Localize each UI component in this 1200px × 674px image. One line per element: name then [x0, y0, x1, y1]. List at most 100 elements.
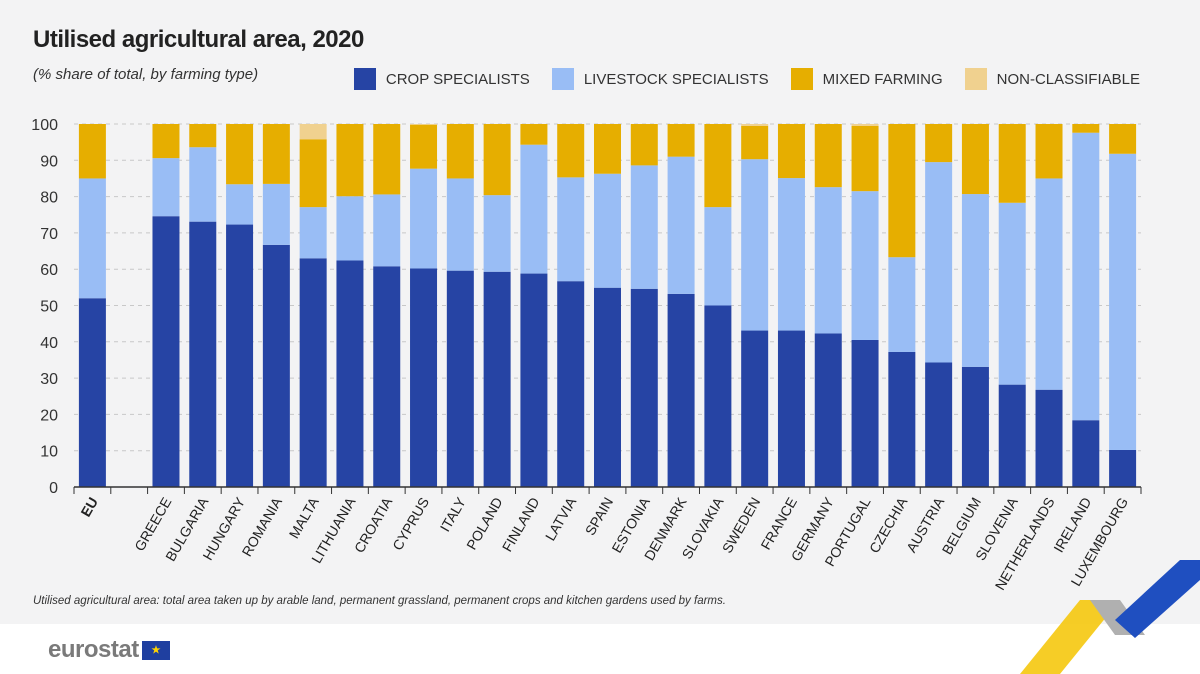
bar-segment	[1035, 389, 1063, 487]
bar-segment	[152, 158, 180, 217]
bar-segment	[777, 330, 805, 487]
bar-segment	[336, 196, 364, 261]
chart-subtitle: (% share of total, by farming type)	[33, 66, 259, 83]
bar-segment	[961, 366, 989, 487]
legend-item-livestock: LIVESTOCK SPECIALISTS	[551, 68, 769, 90]
bar-segment	[888, 257, 916, 352]
bar-segment	[78, 298, 106, 487]
bar-segment	[299, 258, 327, 487]
bar-segment	[814, 124, 842, 188]
bar-segment	[667, 293, 695, 487]
bar-segment	[189, 147, 217, 222]
bar-segment	[299, 207, 327, 259]
bar-segment	[226, 124, 254, 185]
bar-segment	[336, 260, 364, 487]
bar-segment	[557, 177, 585, 282]
bar-segment	[299, 124, 327, 140]
bar-segment	[1072, 420, 1100, 487]
bar-segment	[262, 244, 290, 487]
bar-segment	[594, 287, 621, 487]
x-tick-label: ITALY	[437, 494, 470, 534]
bar-segment	[410, 268, 438, 487]
bar-segment	[741, 330, 769, 487]
y-tick-label: 60	[40, 262, 58, 279]
x-tick-label: CYPRUS	[389, 495, 432, 554]
bar-segment	[226, 184, 254, 225]
y-tick-label: 80	[40, 190, 58, 207]
bar-segment	[961, 124, 989, 195]
y-tick-label: 0	[49, 480, 58, 497]
bar-segment	[630, 165, 658, 289]
bar-segment	[410, 124, 438, 125]
x-tick-label: MALTA	[286, 494, 322, 541]
bar-segment	[925, 124, 953, 163]
bar-segment	[741, 124, 769, 126]
bar-segment	[814, 187, 842, 334]
bar-segment	[814, 333, 842, 487]
bar-segment	[78, 178, 106, 299]
bar-segment	[1109, 449, 1137, 487]
legend-label: NON-CLASSIFIABLE	[996, 70, 1140, 88]
bar-segment	[152, 216, 180, 487]
bar-segment	[520, 144, 548, 274]
bar-segment	[483, 195, 511, 272]
bar-segment	[373, 266, 401, 487]
bar-segment	[483, 124, 511, 196]
legend-swatch	[551, 68, 574, 90]
bar-segment	[741, 125, 769, 160]
bar-segment	[925, 162, 953, 363]
bar-segment	[410, 124, 438, 169]
x-tick-label: EU	[77, 495, 101, 520]
bar-segment	[446, 124, 474, 179]
bar-segment	[961, 194, 989, 367]
bar-segment	[1072, 124, 1100, 133]
bar-segment	[998, 202, 1026, 385]
bar-segment	[1109, 124, 1137, 154]
bar-segment	[594, 124, 621, 174]
bar-segment	[373, 194, 401, 267]
bar-segment	[851, 125, 879, 192]
bar-segment	[777, 124, 805, 179]
bar-segment	[1072, 132, 1100, 421]
bar-segment	[1035, 124, 1063, 179]
decorative-stripes	[1020, 560, 1200, 674]
y-tick-label: 50	[40, 299, 58, 316]
x-tick-label: FINLAND	[499, 495, 543, 555]
bar-segment	[777, 178, 805, 331]
legend-item-nonclassifiable: NON-CLASSIFIABLE	[964, 68, 1140, 90]
y-tick-label: 90	[40, 153, 58, 170]
bar-segment	[410, 168, 438, 269]
bar-segment	[557, 124, 585, 178]
bar-segment	[630, 124, 658, 166]
bar-segment	[520, 273, 548, 487]
bar-segment	[851, 339, 879, 487]
bar-segment	[1035, 178, 1063, 390]
bar-segment	[704, 207, 732, 306]
bar-segment	[888, 124, 916, 258]
legend-item-crop: CROP SPECIALISTS	[353, 68, 530, 90]
y-tick-label: 70	[40, 226, 58, 243]
bar-segment	[704, 124, 732, 208]
bar-segment	[78, 124, 106, 179]
bar-segment	[704, 305, 732, 487]
bar-segment	[373, 124, 401, 195]
bar-segment	[189, 124, 217, 148]
footnote: Utilised agricultural area: total area t…	[33, 595, 726, 607]
y-tick-label: 100	[31, 117, 58, 134]
eurostat-logo: eurostat ★	[48, 636, 170, 664]
bar-segment	[630, 288, 658, 487]
bar-segment	[851, 124, 879, 126]
legend-item-mixed: MIXED FARMING	[790, 68, 943, 90]
chart-title: Utilised agricultural area, 2020	[33, 26, 364, 53]
bar-segment	[336, 124, 364, 197]
y-tick-label: 40	[40, 335, 58, 352]
legend-swatch	[353, 68, 376, 90]
bar-segment	[998, 384, 1026, 487]
eu-flag-icon: ★	[141, 640, 170, 660]
bar-segment	[262, 124, 290, 184]
bar-segment	[299, 139, 327, 208]
bar-segment	[594, 173, 621, 288]
bar-segment	[888, 351, 916, 487]
